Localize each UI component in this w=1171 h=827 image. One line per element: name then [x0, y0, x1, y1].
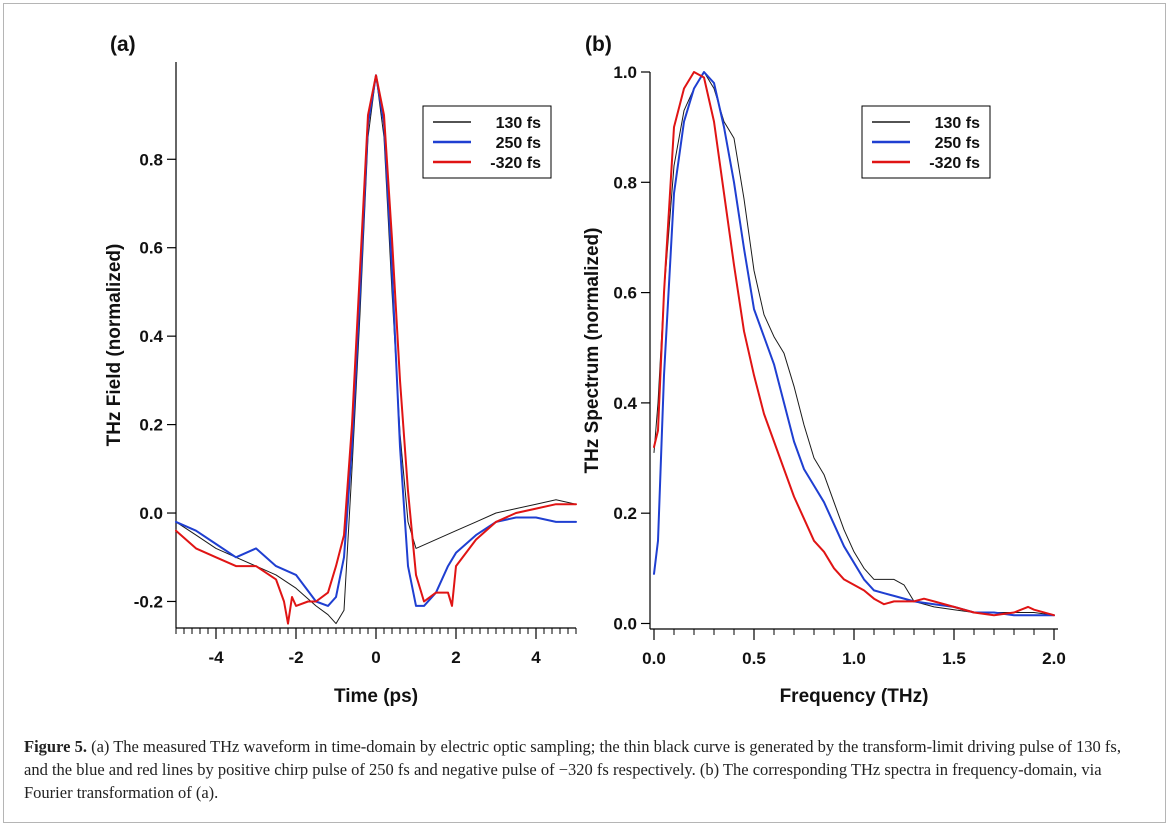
legend-label-a-1: 130 fs [496, 115, 541, 132]
x-tick-label-a: 4 [531, 648, 541, 667]
x-tick-label-b: 2.0 [1042, 649, 1066, 668]
x-tick-label-a: 2 [451, 648, 460, 667]
legend-label-b-2: 250 fs [935, 135, 980, 152]
figure-canvas: (a) -4 -2 0 2 4 -0.2 0.0 0.2 0.4 0.6 0.8 Time (ps) TH… [104, 33, 1066, 707]
x-tick-label-a: 0 [371, 648, 380, 667]
x-tick-label-b: 0.0 [642, 649, 666, 668]
y-tick-label-a: 0.6 [139, 239, 163, 258]
x-tick-label-a: -2 [288, 648, 303, 667]
figure-caption: Figure 5. (a) The measured THz waveform … [24, 735, 1144, 804]
series-line-b-2 [653, 71, 1055, 617]
y-tick-label-b: 0.6 [613, 284, 637, 303]
legend-label-b-1: 130 fs [935, 115, 980, 132]
x-tick-label-a: -4 [208, 648, 224, 667]
caption-text: (a) The measured THz waveform in time-do… [24, 737, 1121, 802]
y-tick-label-b: 1.0 [613, 63, 637, 82]
panel-label-b: (b) [585, 33, 612, 56]
panel-label-a: (a) [110, 33, 136, 56]
panel-a: (a) -4 -2 0 2 4 -0.2 0.0 0.2 0.4 0.6 0.8 Time (ps) TH… [104, 33, 577, 707]
y-tick-label-b: 0.2 [613, 504, 637, 523]
x-axis-label-a: Time (ps) [334, 686, 418, 707]
y-axis-label-a: THz Field (normalized) [104, 244, 125, 447]
y-tick-label-b: 0.0 [613, 614, 637, 633]
y-tick-label-a: 0.4 [139, 327, 163, 346]
series-line-b-1 [653, 71, 1055, 616]
series-line-b-3 [653, 71, 1055, 617]
y-tick-label-a: 0.2 [139, 416, 163, 435]
y-tick-label-b: 0.4 [613, 394, 637, 413]
x-tick-label-b: 1.5 [942, 649, 966, 668]
y-tick-label-b: 0.8 [613, 173, 637, 192]
series-line-a-1 [175, 74, 577, 625]
y-tick-label-a: -0.2 [134, 592, 163, 611]
y-tick-label-a: 0.0 [139, 504, 163, 523]
caption-label: Figure 5. [24, 737, 87, 756]
panel-b: (b) 0.0 0.5 1.0 1.5 2.0 0.0 0.2 0.4 0.6 0.8 1.0 Freq… [582, 33, 1066, 707]
series-line-a-3 [175, 74, 577, 625]
y-axis-label-b: THz Spectrum (normalized) [582, 228, 603, 474]
figure-frame [3, 3, 1166, 823]
legend-label-a-3: -320 fs [490, 155, 541, 172]
x-axis-label-b: Frequency (THz) [780, 686, 929, 707]
y-tick-label-a: 0.8 [139, 150, 163, 169]
x-tick-label-b: 1.0 [842, 649, 866, 668]
x-tick-label-b: 0.5 [742, 649, 766, 668]
legend-label-b-3: -320 fs [929, 155, 980, 172]
legend-label-a-2: 250 fs [496, 135, 541, 152]
